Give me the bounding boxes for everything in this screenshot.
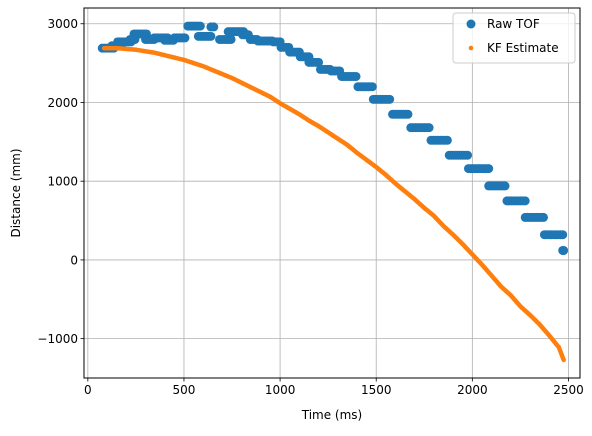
x-tick-label: 2000 xyxy=(457,383,488,397)
y-axis-label: Distance (mm) xyxy=(9,148,23,237)
legend-label-raw-tof: Raw TOF xyxy=(487,17,540,31)
raw-tof-point xyxy=(520,196,530,206)
x-axis-ticks: 0 500 1000 1500 2000 2500 xyxy=(84,378,584,397)
raw-tof-point xyxy=(351,71,361,81)
x-tick-label: 2500 xyxy=(553,383,584,397)
legend: Raw TOF KF Estimate xyxy=(452,12,576,64)
y-tick-label: −1000 xyxy=(37,332,78,346)
grid xyxy=(84,8,580,378)
raw-tof-point xyxy=(559,245,569,255)
legend-marker-kf-estimate xyxy=(468,45,474,51)
y-tick-label: 1000 xyxy=(47,175,78,189)
raw-tof-point xyxy=(424,123,434,133)
x-tick-label: 500 xyxy=(173,383,196,397)
legend-label-kf-estimate: KF Estimate xyxy=(487,41,559,55)
raw-tof-point xyxy=(463,150,473,160)
legend-box xyxy=(452,12,576,64)
raw-tof-point xyxy=(206,31,216,41)
x-tick-label: 1000 xyxy=(265,383,296,397)
raw-tof-point xyxy=(209,22,219,32)
x-tick-label: 1500 xyxy=(361,383,392,397)
raw-tof-point xyxy=(442,135,452,145)
y-tick-label: 3000 xyxy=(47,17,78,31)
raw-tof-point xyxy=(538,212,548,222)
kf-estimate-point xyxy=(561,357,566,363)
series-kf-estimate xyxy=(101,45,566,363)
y-axis-ticks: −1000 0 1000 2000 3000 xyxy=(37,17,84,346)
raw-tof-point xyxy=(314,57,324,67)
y-tick-label: 0 xyxy=(70,253,78,267)
raw-tof-point xyxy=(367,82,377,92)
raw-tof-point xyxy=(403,109,413,119)
raw-tof-point xyxy=(558,230,568,240)
y-tick-label: 2000 xyxy=(47,96,78,110)
raw-tof-point xyxy=(195,21,205,31)
raw-tof-point xyxy=(500,181,510,191)
x-tick-label: 0 xyxy=(84,383,92,397)
raw-tof-point xyxy=(180,33,190,43)
raw-tof-point xyxy=(484,164,494,174)
x-axis-label: Time (ms) xyxy=(301,408,363,422)
legend-marker-raw-tof xyxy=(466,19,476,29)
raw-tof-point xyxy=(385,94,395,104)
plot-frame xyxy=(83,7,581,379)
raw-tof-point xyxy=(226,34,236,44)
